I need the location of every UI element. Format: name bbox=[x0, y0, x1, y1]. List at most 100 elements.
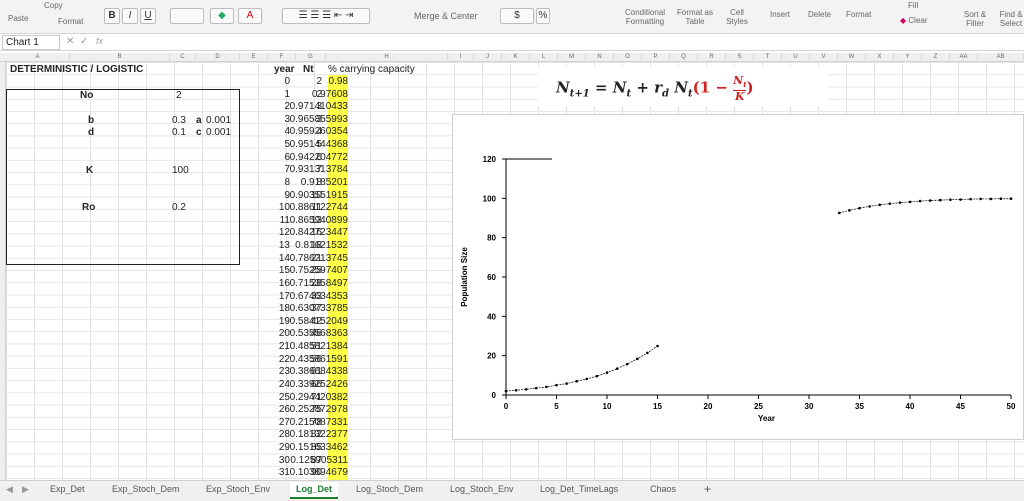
function-button[interactable]: fx bbox=[96, 36, 104, 46]
column-header[interactable]: S bbox=[726, 53, 754, 62]
tab-log-stoch-dem[interactable]: Log_Stoch_Dem bbox=[356, 484, 424, 494]
table-cell-year[interactable]: 28 bbox=[278, 429, 290, 441]
table-cell-nt[interactable]: 8 bbox=[316, 176, 322, 188]
table-cell-nt[interactable]: 66 bbox=[310, 378, 322, 390]
tab-log-det[interactable]: Log_Det bbox=[290, 482, 338, 499]
formula-input[interactable] bbox=[112, 36, 1012, 49]
column-header[interactable]: P bbox=[642, 53, 670, 62]
no-value[interactable]: 2 bbox=[176, 90, 182, 101]
tab-chaos[interactable]: Chaos bbox=[650, 484, 677, 494]
b-value[interactable]: 0.3 bbox=[172, 115, 186, 126]
table-cell-nt[interactable]: 3 bbox=[316, 113, 322, 125]
table-cell-nt[interactable]: 6 bbox=[316, 151, 322, 163]
format-cells-button[interactable]: Format bbox=[846, 10, 872, 19]
table-cell-year[interactable]: 15 bbox=[278, 265, 290, 277]
table-cell-pct[interactable]: 0.842723447 bbox=[289, 227, 348, 239]
table-cell-nt[interactable]: 16 bbox=[310, 227, 322, 239]
table-cell-year[interactable]: 31 bbox=[278, 467, 290, 479]
table-cell-pct[interactable]: 0.294420382 bbox=[289, 391, 348, 403]
delete-button[interactable]: Delete bbox=[808, 10, 832, 19]
table-cell-nt[interactable]: 28 bbox=[310, 277, 322, 289]
column-header[interactable]: U bbox=[782, 53, 810, 62]
table-cell-year[interactable]: 16 bbox=[278, 277, 290, 289]
tab-exp-det[interactable]: Exp_Det bbox=[50, 484, 85, 494]
cell-styles-button[interactable]: Cell Styles bbox=[726, 8, 748, 26]
name-box[interactable]: Chart 1 bbox=[2, 35, 60, 50]
table-cell-pct[interactable]: 0.103894679 bbox=[289, 467, 348, 479]
table-cell-year[interactable]: 30 bbox=[278, 454, 290, 466]
table-cell-year[interactable]: 9 bbox=[284, 189, 290, 201]
column-header[interactable]: T bbox=[754, 53, 782, 62]
table-cell-nt[interactable]: 18 bbox=[310, 240, 322, 252]
merge-center-button[interactable]: Merge & Center bbox=[414, 11, 478, 21]
column-header[interactable]: V bbox=[810, 53, 838, 62]
table-cell-year[interactable]: 27 bbox=[278, 416, 290, 428]
table-cell-year[interactable]: 24 bbox=[278, 378, 290, 390]
column-header[interactable]: E bbox=[240, 53, 268, 62]
borders-button[interactable] bbox=[170, 8, 204, 24]
table-cell-year[interactable]: 14 bbox=[278, 252, 290, 264]
table-cell-pct[interactable]: 0.971410433 bbox=[289, 101, 348, 113]
column-header[interactable]: C bbox=[170, 53, 196, 62]
column-header[interactable]: J bbox=[474, 53, 502, 62]
table-cell-pct[interactable]: 0.886122744 bbox=[289, 202, 348, 214]
table-cell-pct[interactable]: 0.485821384 bbox=[289, 341, 348, 353]
table-cell-nt[interactable]: 87 bbox=[310, 454, 322, 466]
table-cell-pct[interactable]: 0.903551915 bbox=[289, 189, 348, 201]
sort-filter-button[interactable]: Sort & Filter bbox=[963, 10, 987, 28]
table-cell-pct[interactable]: 0.9185201 bbox=[300, 176, 348, 188]
table-cell-year[interactable]: 8 bbox=[284, 176, 290, 188]
table-cell-pct[interactable]: 0.865940899 bbox=[289, 214, 348, 226]
cancel-icon[interactable]: ✕ bbox=[66, 36, 75, 47]
table-cell-nt[interactable]: 4 bbox=[316, 126, 322, 138]
table-cell-year[interactable]: 4 bbox=[284, 126, 290, 138]
bold-button[interactable]: B bbox=[104, 8, 120, 24]
underline-button[interactable]: U bbox=[140, 8, 156, 24]
column-header[interactable]: I bbox=[448, 53, 474, 62]
clear-button[interactable]: ◆ Clear bbox=[900, 16, 928, 25]
table-cell-pct[interactable]: 0.752597407 bbox=[289, 265, 348, 277]
table-cell-year[interactable]: 20 bbox=[278, 328, 290, 340]
table-cell-nt[interactable]: 46 bbox=[310, 328, 322, 340]
table-cell-pct[interactable]: 0.965855993 bbox=[289, 113, 348, 125]
column-header[interactable]: G bbox=[296, 53, 326, 62]
table-cell-nt[interactable]: 82 bbox=[310, 429, 322, 441]
table-cell-year[interactable]: 12 bbox=[278, 227, 290, 239]
table-cell-nt[interactable]: 78 bbox=[310, 416, 322, 428]
column-header[interactable]: AA bbox=[950, 53, 978, 62]
table-cell-nt[interactable]: 37 bbox=[310, 303, 322, 315]
column-header[interactable]: A bbox=[6, 53, 70, 62]
table-cell-year[interactable]: 21 bbox=[278, 341, 290, 353]
format-painter-button[interactable]: Format bbox=[58, 17, 84, 26]
tab-exp-stoch-dem[interactable]: Exp_Stoch_Dem bbox=[112, 484, 180, 494]
ro-value[interactable]: 0.2 bbox=[172, 202, 186, 213]
table-cell-year[interactable]: 6 bbox=[284, 151, 290, 163]
table-cell-year[interactable]: 18 bbox=[278, 303, 290, 315]
column-header[interactable]: AB bbox=[978, 53, 1024, 62]
tab-log-stoch-env[interactable]: Log_Stoch_Env bbox=[450, 484, 514, 494]
table-cell-year[interactable]: 13 bbox=[278, 240, 290, 252]
table-cell-pct[interactable]: 0.125905311 bbox=[290, 454, 348, 466]
table-cell-pct[interactable]: 0.535568363 bbox=[289, 328, 348, 340]
table-cell-nt[interactable]: 85 bbox=[310, 441, 322, 453]
insert-button[interactable]: Insert bbox=[770, 10, 791, 19]
table-cell-pct[interactable]: 0.98 bbox=[328, 76, 348, 87]
add-sheet-button[interactable]: + bbox=[704, 482, 712, 496]
column-header[interactable]: B bbox=[70, 53, 170, 62]
table-cell-pct[interactable]: 0.959260354 bbox=[289, 126, 348, 138]
table-cell-pct[interactable]: 0.81621532 bbox=[295, 240, 348, 252]
table-cell-pct[interactable]: 0.584152049 bbox=[289, 315, 348, 327]
table-cell-pct[interactable]: 0.942204772 bbox=[289, 151, 348, 163]
table-cell-pct[interactable]: 0.630733785 bbox=[289, 303, 348, 315]
conditional-formatting-button[interactable]: Conditional Formatting bbox=[624, 8, 666, 26]
column-header[interactable]: F bbox=[268, 53, 296, 62]
column-header[interactable]: Z bbox=[922, 53, 950, 62]
copy-button[interactable]: Copy bbox=[44, 1, 63, 10]
table-cell-nt[interactable]: 51 bbox=[310, 341, 322, 353]
table-cell-pct[interactable]: 0.97608 bbox=[311, 88, 348, 100]
table-cell-pct[interactable]: 0.252872978 bbox=[289, 404, 348, 416]
table-cell-year[interactable]: 2 bbox=[284, 101, 290, 113]
table-cell-year[interactable]: 29 bbox=[278, 441, 290, 453]
table-cell-nt[interactable]: 42 bbox=[310, 315, 322, 327]
table-cell-year[interactable]: 19 bbox=[278, 315, 290, 327]
